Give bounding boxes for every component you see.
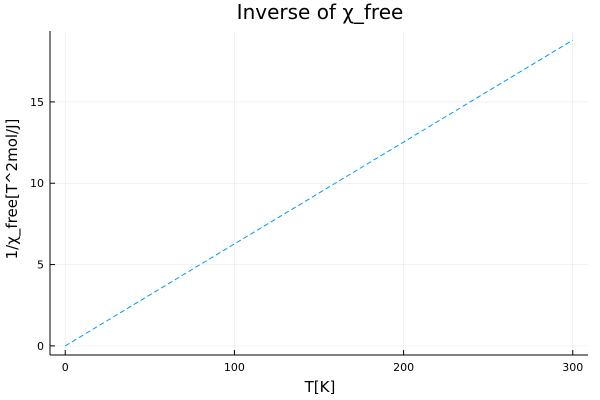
y-tick-label: 15 [30,96,44,109]
series-line [64,39,574,347]
y-axis-label: 1/χ_free[T^2mol/J] [3,119,22,260]
x-axis-label: T[K] [304,378,336,396]
x-tick-label: 200 [393,361,414,374]
series-layer [64,39,574,347]
chart-title: Inverse of χ_free [237,0,404,24]
x-tick-label: 0 [62,361,69,374]
x-tick-label: 300 [562,361,583,374]
y-tick-label: 5 [37,259,44,272]
axes [49,31,588,356]
y-tick-label: 0 [37,340,44,353]
y-tick-label: 10 [30,177,44,190]
grid [50,31,588,355]
ticks: 0 100 200 300 0 5 10 15 [30,96,583,374]
x-tick-label: 100 [224,361,245,374]
